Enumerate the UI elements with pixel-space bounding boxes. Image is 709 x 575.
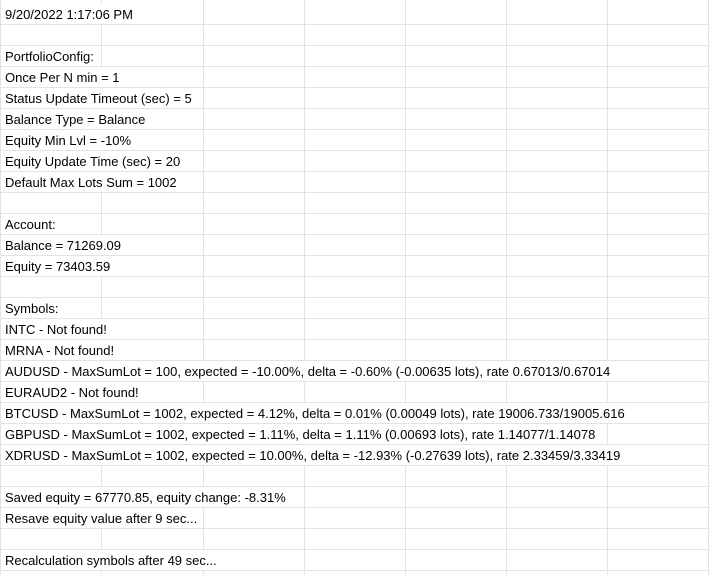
symbol-cell[interactable]: GBPUSD - MaxSumLot = 1002, expected = 1.… (5, 424, 598, 444)
sheet-row[interactable] (0, 571, 709, 575)
timestamp-cell[interactable]: 9/20/2022 1:17:06 PM (5, 4, 135, 24)
sheet-row[interactable]: BTCUSD - MaxSumLot = 1002, expected = 4.… (0, 403, 709, 424)
sheet-row[interactable]: Equity Update Time (sec) = 20 (0, 151, 709, 172)
symbol-cell[interactable]: XDRUSD - MaxSumLot = 1002, expected = 10… (5, 445, 623, 465)
config-cell[interactable]: Status Update Timeout (sec) = 5 (5, 88, 194, 108)
sheet-row[interactable]: Default Max Lots Sum = 1002 (0, 172, 709, 193)
sheet-row[interactable] (0, 466, 709, 487)
grid-left-border (0, 0, 1, 575)
equity-cell[interactable]: Equity = 73403.59 (5, 256, 113, 276)
saved-equity-cell[interactable]: Saved equity = 67770.85, equity change: … (5, 487, 288, 507)
symbol-cell[interactable]: AUDUSD - MaxSumLot = 100, expected = -10… (5, 361, 613, 381)
recalculation-status-cell[interactable]: Recalculation symbols after 49 sec... (5, 550, 219, 570)
account-header-cell[interactable]: Account: (5, 214, 58, 234)
sheet-row[interactable] (0, 193, 709, 214)
column-divider (607, 0, 608, 575)
portfolio-config-header-cell[interactable]: PortfolioConfig: (5, 46, 96, 66)
sheet-row[interactable]: INTC - Not found! (0, 319, 709, 340)
config-cell[interactable]: Balance Type = Balance (5, 109, 148, 129)
config-cell[interactable]: Equity Min Lvl = -10% (5, 130, 134, 150)
symbol-cell[interactable]: BTCUSD - MaxSumLot = 1002, expected = 4.… (5, 403, 627, 423)
sheet-row[interactable] (0, 25, 709, 46)
symbol-cell[interactable]: MRNA - Not found! (5, 340, 117, 360)
sheet-row[interactable]: Balance Type = Balance (0, 109, 709, 130)
sheet-row[interactable]: XDRUSD - MaxSumLot = 1002, expected = 10… (0, 445, 709, 466)
sheet-row[interactable]: Equity Min Lvl = -10% (0, 130, 709, 151)
config-cell[interactable]: Default Max Lots Sum = 1002 (5, 172, 179, 192)
sheet-row[interactable] (0, 529, 709, 550)
column-divider (304, 0, 305, 575)
balance-cell[interactable]: Balance = 71269.09 (5, 235, 124, 255)
sheet-row[interactable]: MRNA - Not found! (0, 340, 709, 361)
sheet-row[interactable]: Symbols: (0, 298, 709, 319)
column-divider (203, 0, 204, 575)
sheet-row[interactable]: GBPUSD - MaxSumLot = 1002, expected = 1.… (0, 424, 709, 445)
config-cell[interactable]: Once Per N min = 1 (5, 67, 122, 87)
sheet-row[interactable]: PortfolioConfig: (0, 46, 709, 67)
sheet-row[interactable]: Account: (0, 214, 709, 235)
resave-status-cell[interactable]: Resave equity value after 9 sec... (5, 508, 200, 528)
sheet-row[interactable]: 9/20/2022 1:17:06 PM (0, 4, 709, 25)
sheet-row[interactable]: Recalculation symbols after 49 sec... (0, 550, 709, 571)
symbol-cell[interactable]: EURAUD2 - Not found! (5, 382, 141, 402)
sheet-row[interactable]: Equity = 73403.59 (0, 256, 709, 277)
symbols-header-cell[interactable]: Symbols: (5, 298, 61, 318)
sheet-row[interactable]: Saved equity = 67770.85, equity change: … (0, 487, 709, 508)
sheet-row[interactable]: AUDUSD - MaxSumLot = 100, expected = -10… (0, 361, 709, 382)
sheet-row[interactable]: Status Update Timeout (sec) = 5 (0, 88, 709, 109)
sheet-row[interactable]: Resave equity value after 9 sec... (0, 508, 709, 529)
column-divider (101, 0, 102, 575)
sheet-row[interactable]: Balance = 71269.09 (0, 235, 709, 256)
column-divider (506, 0, 507, 575)
symbol-cell[interactable]: INTC - Not found! (5, 319, 109, 339)
sheet-row[interactable] (0, 277, 709, 298)
sheet-row[interactable]: Once Per N min = 1 (0, 67, 709, 88)
sheet-row[interactable]: EURAUD2 - Not found! (0, 382, 709, 403)
config-cell[interactable]: Equity Update Time (sec) = 20 (5, 151, 183, 171)
column-divider (405, 0, 406, 575)
